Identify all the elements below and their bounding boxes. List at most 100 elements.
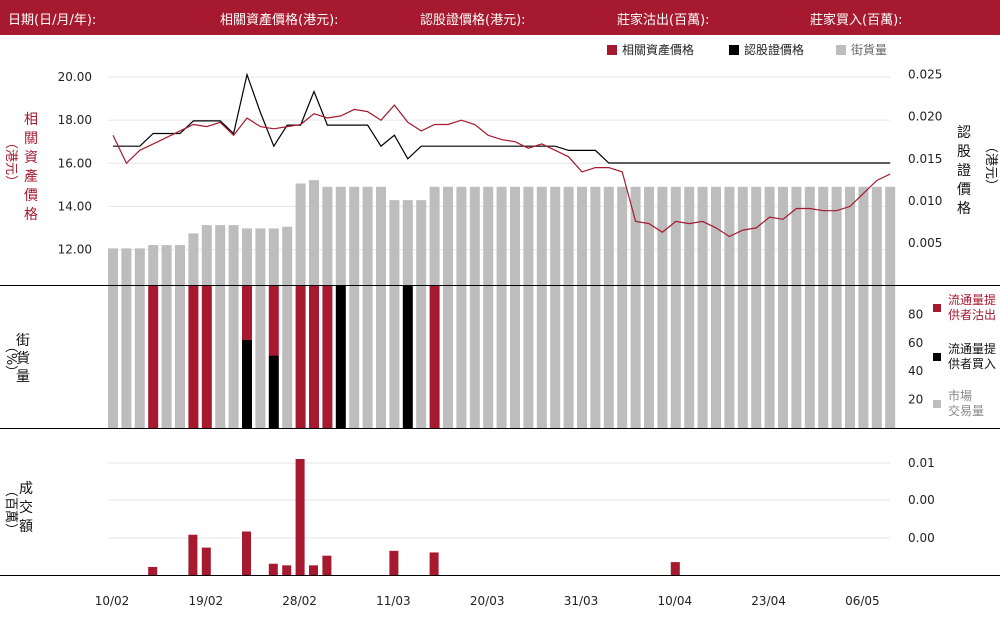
lp-sell-bar xyxy=(429,286,440,428)
lp-buy-bar xyxy=(268,355,279,428)
right-axis-title-char: 價 xyxy=(957,181,971,198)
outstanding-bar xyxy=(443,186,453,285)
market-volume-bar xyxy=(845,286,855,428)
lp-sell-bar xyxy=(309,286,319,428)
x-axis-tick-label: 11/03 xyxy=(376,594,411,608)
outstanding-bar xyxy=(268,228,279,285)
outstanding-bar xyxy=(711,186,721,285)
lp-sell-bar xyxy=(242,286,252,340)
market-volume-bar xyxy=(858,286,869,428)
market-volume-bar xyxy=(416,286,427,428)
market-volume-bar xyxy=(536,286,547,428)
outstanding-bar xyxy=(764,186,775,285)
turnover-bar xyxy=(309,565,318,575)
info-header: 日期(日/月/年): 相關資產價格(港元): 認股證價格(港元): 莊家沽出(百… xyxy=(0,0,1000,35)
mid-axis-tick-label: 60 xyxy=(908,336,923,350)
legend-outstanding-swatch xyxy=(836,45,846,55)
right-axis-tick-label: 0.025 xyxy=(908,68,942,82)
outstanding-bar xyxy=(121,248,132,285)
market-volume-bar xyxy=(456,286,467,428)
market-volume-bar xyxy=(724,286,735,428)
turnover-bar xyxy=(322,555,332,575)
left-axis-tick-label: 12.00 xyxy=(58,242,92,256)
outstanding-bar xyxy=(617,186,628,285)
market-volume-bar xyxy=(496,286,507,428)
outstanding-bar xyxy=(376,186,386,285)
market-volume-bar xyxy=(885,286,896,428)
turnover-bar xyxy=(282,565,292,575)
market-volume-bar xyxy=(121,286,132,428)
market-volume-bar xyxy=(697,286,708,428)
outstanding-bar xyxy=(134,248,145,285)
outstanding-bar xyxy=(282,226,293,285)
market-volume-bar xyxy=(228,286,239,428)
lp-sell-bar xyxy=(188,286,199,428)
turnover-bar xyxy=(242,531,251,575)
market-volume-bar xyxy=(389,286,400,428)
outstanding-bar xyxy=(322,186,333,285)
x-axis-tick-label: 10/04 xyxy=(658,594,693,608)
market-volume-bar xyxy=(349,286,360,428)
outstanding-bar xyxy=(469,186,480,285)
outstanding-bar xyxy=(590,186,601,285)
legend-asset-swatch xyxy=(607,45,617,55)
outstanding-bar xyxy=(402,200,413,285)
market-volume-bar xyxy=(255,286,266,428)
lp-sell-bar xyxy=(322,286,333,428)
x-axis-tick-label: 28/02 xyxy=(282,594,317,608)
market-volume-bar xyxy=(670,286,681,428)
mid-axis-unit: （%） xyxy=(3,340,18,378)
turnover-bar xyxy=(389,550,399,575)
market-volume-bar xyxy=(871,286,882,428)
x-axis-tick-label: 19/02 xyxy=(189,594,224,608)
turnover-bar xyxy=(295,459,305,575)
market-volume-bar xyxy=(603,286,614,428)
bottom-axis-tick-label: 0.00 xyxy=(908,531,935,545)
outstanding-bar xyxy=(335,186,346,285)
outstanding-bar xyxy=(871,186,882,285)
outstanding-bar xyxy=(858,186,869,285)
market-volume-bar xyxy=(577,286,587,428)
bottom-axis-unit: （百萬） xyxy=(3,484,18,536)
outstanding-bar xyxy=(603,186,614,285)
market-volume-bar xyxy=(523,286,534,428)
outstanding-bar xyxy=(295,183,306,285)
market-volume-bar xyxy=(818,286,829,428)
market-volume-bar xyxy=(684,286,695,428)
outstanding-bar xyxy=(255,228,266,285)
turnover-bar xyxy=(670,562,680,575)
outstanding-bar xyxy=(751,186,762,285)
x-axis-tick-label: 10/02 xyxy=(95,594,130,608)
mid-legend-buy-swatch xyxy=(933,353,941,361)
lp-sell-bar xyxy=(268,286,279,356)
outstanding-bar xyxy=(215,225,226,285)
left-axis-tick-label: 20.00 xyxy=(58,70,92,84)
bottom-axis-title-char: 交 xyxy=(19,499,33,516)
date-label: 日期(日/月/年): xyxy=(8,13,97,28)
bottom-axis-tick-label: 0.01 xyxy=(908,456,935,470)
left-axis-unit: （港元） xyxy=(3,136,18,188)
outstanding-bar xyxy=(188,233,199,285)
left-axis-title-char: 產 xyxy=(24,168,38,185)
mid-legend-buy-line1: 流通量提 xyxy=(948,341,996,356)
mid-legend-market-swatch xyxy=(933,400,941,408)
turnover-bar xyxy=(429,552,439,575)
asset-price-label: 相關資產價格(港元): xyxy=(220,13,339,28)
market-volume-bar xyxy=(282,286,293,428)
right-axis-title-char: 股 xyxy=(957,144,971,160)
outstanding-bar xyxy=(349,186,360,285)
market-volume-bar xyxy=(630,286,641,428)
asset-price-line xyxy=(112,104,891,238)
outstanding-bar xyxy=(791,186,802,285)
lp-sold-label: 莊家沽出(百萬): xyxy=(617,13,710,28)
legend-warrant-label: 認股證價格 xyxy=(744,42,804,57)
outstanding-bar xyxy=(201,225,212,285)
turnover-bar xyxy=(188,534,198,575)
mid-axis-title-char: 街 xyxy=(16,333,30,349)
left-axis-title-char: 關 xyxy=(24,131,38,147)
outstanding-bar xyxy=(550,186,561,285)
lp-sell-bar xyxy=(148,286,159,428)
market-volume-bar xyxy=(711,286,721,428)
outstanding-bar xyxy=(523,186,534,285)
mid-axis-title-char: 貨 xyxy=(16,350,30,367)
